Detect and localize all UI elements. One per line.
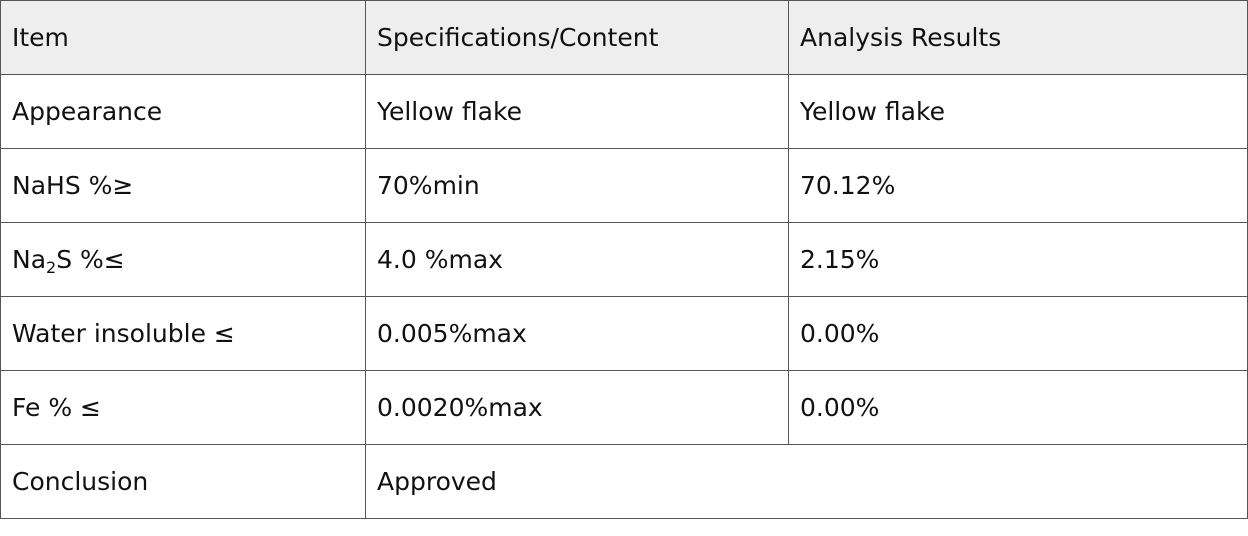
cell-result: 70.12% [788, 148, 1248, 223]
cell-item: Water insoluble ≤ [0, 296, 366, 371]
table-row-conclusion: Conclusion Approved [0, 444, 1248, 519]
header-row: Item Specifications/Content Analysis Res… [0, 0, 1248, 75]
header-analysis-results: Analysis Results [788, 0, 1248, 75]
cell-result: 2.15% [788, 222, 1248, 297]
table-header: Item Specifications/Content Analysis Res… [0, 0, 1248, 75]
cell-spec: Yellow flake [365, 74, 789, 149]
item-subscript: 2 [46, 258, 57, 277]
cell-item: Fe % ≤ [0, 370, 366, 445]
analysis-table: Item Specifications/Content Analysis Res… [0, 0, 1248, 519]
item-prefix: Na [12, 245, 47, 274]
conclusion-label: Conclusion [0, 444, 366, 519]
table-row-fe: Fe % ≤ 0.0020%max 0.00% [0, 370, 1248, 445]
cell-result: 0.00% [788, 296, 1248, 371]
conclusion-value: Approved [365, 444, 1248, 519]
cell-spec: 0.0020%max [365, 370, 789, 445]
table-row-appearance: Appearance Yellow flake Yellow flake [0, 74, 1248, 149]
cell-spec: 70%min [365, 148, 789, 223]
cell-spec: 0.005%max [365, 296, 789, 371]
table-row-water-insoluble: Water insoluble ≤ 0.005%max 0.00% [0, 296, 1248, 371]
table-body: Appearance Yellow flake Yellow flake NaH… [0, 74, 1248, 519]
cell-item: Appearance [0, 74, 366, 149]
item-suffix: S %≤ [56, 245, 125, 274]
header-specifications: Specifications/Content [365, 0, 789, 75]
cell-result: 0.00% [788, 370, 1248, 445]
cell-item: Na2S %≤ [0, 222, 366, 297]
cell-spec: 4.0 %max [365, 222, 789, 297]
cell-result: Yellow flake [788, 74, 1248, 149]
cell-item: NaHS %≥ [0, 148, 366, 223]
table-row-na2s: Na2S %≤ 4.0 %max 2.15% [0, 222, 1248, 297]
header-item: Item [0, 0, 366, 75]
table-row-nahs: NaHS %≥ 70%min 70.12% [0, 148, 1248, 223]
